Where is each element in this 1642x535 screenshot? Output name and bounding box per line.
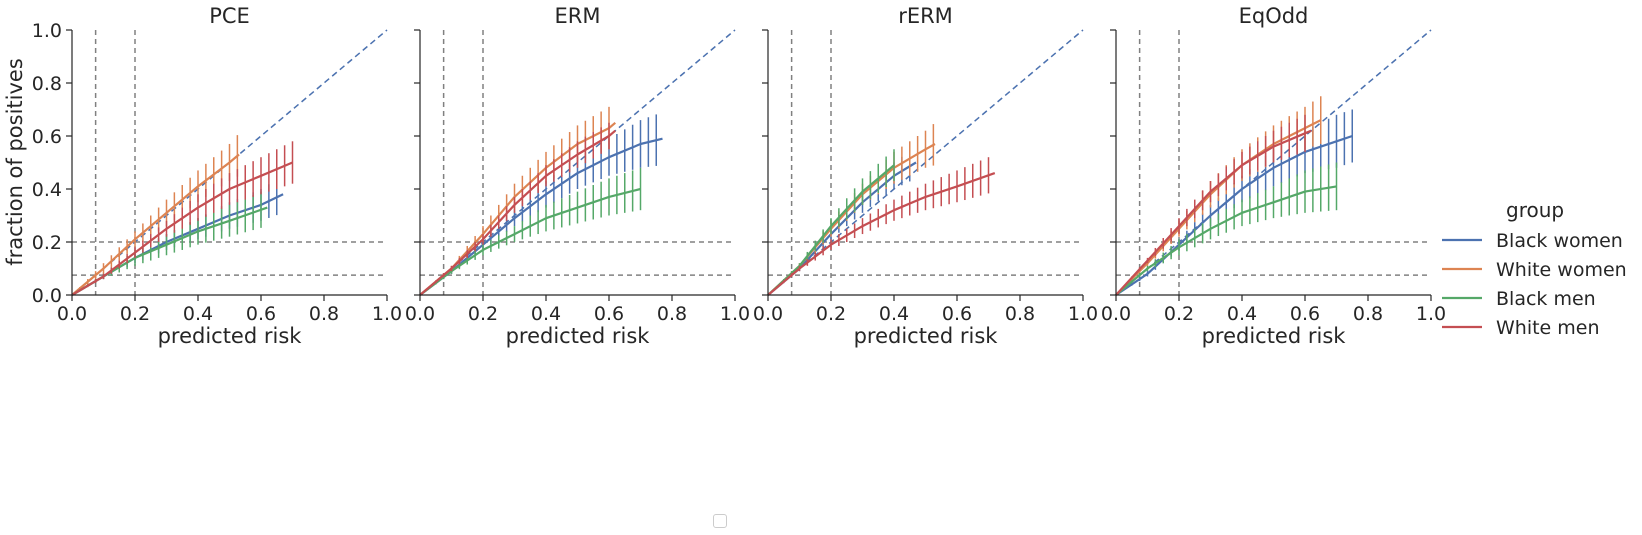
x-tick-label: 0.0 [753, 303, 783, 325]
x-axis-label: predicted risk [158, 324, 303, 348]
legend-title: group [1506, 198, 1564, 222]
series-line [419, 129, 617, 296]
x-tick-label: 0.4 [879, 303, 909, 325]
series-line [1115, 134, 1353, 296]
panel-erm: 0.0 0.2 0.4 0.6 0.8 1.0 ERM predicted risk [405, 4, 750, 348]
panel-title: rERM [898, 4, 953, 28]
y-axis-label: fraction of positives [3, 58, 27, 266]
legend-label: Black women [1496, 230, 1623, 252]
series-white-men [1115, 114, 1312, 296]
legend-label: White men [1496, 317, 1600, 339]
panel-pce: 0.0 0.2 0.4 0.6 0.8 1.0 0.0 0.2 0.4 0.6 0.8 1.0 PCE p… [32, 4, 402, 348]
legend-item-white-men: White men [1442, 317, 1600, 339]
series-black-women [1115, 109, 1353, 296]
series-black-men [419, 167, 642, 296]
x-tick-label: 0.2 [468, 303, 498, 325]
x-axis-label: predicted risk [1202, 324, 1347, 348]
legend-item-white-women: White women [1442, 259, 1627, 281]
legend-label: White women [1496, 259, 1627, 281]
x-tick-label: 0.2 [1164, 303, 1194, 325]
panel-title: EqOdd [1239, 4, 1309, 28]
x-tick-label: 1.0 [720, 303, 750, 325]
series-line [71, 153, 240, 296]
series-line [71, 193, 284, 296]
series-black-men [767, 149, 895, 296]
x-tick-label: 0.2 [120, 303, 150, 325]
series-black-men [1115, 162, 1338, 296]
series-line [419, 187, 641, 296]
x-tick-label: 0.0 [1101, 303, 1131, 325]
series-line [1115, 185, 1337, 296]
x-tick-label: 0.0 [405, 303, 435, 325]
x-tick-label: 0.8 [1005, 303, 1035, 325]
series-line [71, 161, 293, 296]
x-axis-label: predicted risk [506, 324, 651, 348]
legend-item-black-men: Black men [1442, 288, 1596, 310]
series-black-men [71, 191, 268, 296]
panel-rerm: 0.0 0.2 0.4 0.6 0.8 1.0 rERM predicted risk [753, 4, 1098, 348]
legend: group Black women White women Black men Whit… [1442, 198, 1627, 339]
x-tick-label: 0.0 [57, 303, 87, 325]
x-tick-label: 0.6 [246, 303, 276, 325]
series-white-men [767, 157, 996, 296]
series-white-men [71, 141, 294, 296]
panel-title: PCE [209, 4, 250, 28]
x-tick-label: 0.8 [309, 303, 339, 325]
y-tick-label: 0.6 [32, 126, 62, 148]
x-tick-label: 1.0 [372, 303, 402, 325]
legend-item-black-women: Black women [1442, 230, 1623, 252]
series-line [419, 137, 663, 296]
panel-eqodd: 0.0 0.2 0.4 0.6 0.8 1.0 EqOdd predicted risk [1101, 4, 1446, 348]
x-axis-label: predicted risk [854, 324, 999, 348]
x-tick-label: 0.4 [183, 303, 213, 325]
series-white-men [419, 122, 617, 296]
series-line [767, 172, 996, 296]
y-tick-label: 0.4 [32, 179, 62, 201]
x-tick-label: 0.8 [657, 303, 687, 325]
panel-title: ERM [555, 4, 601, 28]
y-tick-label: 1.0 [32, 20, 62, 42]
x-tick-label: 1.0 [1416, 303, 1446, 325]
x-tick-label: 0.4 [1227, 303, 1257, 325]
x-tick-label: 0.8 [1353, 303, 1383, 325]
y-tick-label: 0.2 [32, 232, 62, 254]
series-line [767, 164, 895, 296]
empty-checkbox[interactable] [713, 514, 727, 528]
x-tick-label: 0.2 [816, 303, 846, 325]
x-tick-label: 0.6 [1290, 303, 1320, 325]
y-tick-label: 0.0 [32, 285, 62, 307]
x-tick-label: 0.6 [942, 303, 972, 325]
y-tick-label: 0.8 [32, 73, 62, 95]
x-tick-label: 1.0 [1068, 303, 1098, 325]
legend-label: Black men [1496, 288, 1596, 310]
x-tick-label: 0.6 [594, 303, 624, 325]
x-tick-label: 0.4 [531, 303, 561, 325]
series-line [1115, 129, 1312, 296]
